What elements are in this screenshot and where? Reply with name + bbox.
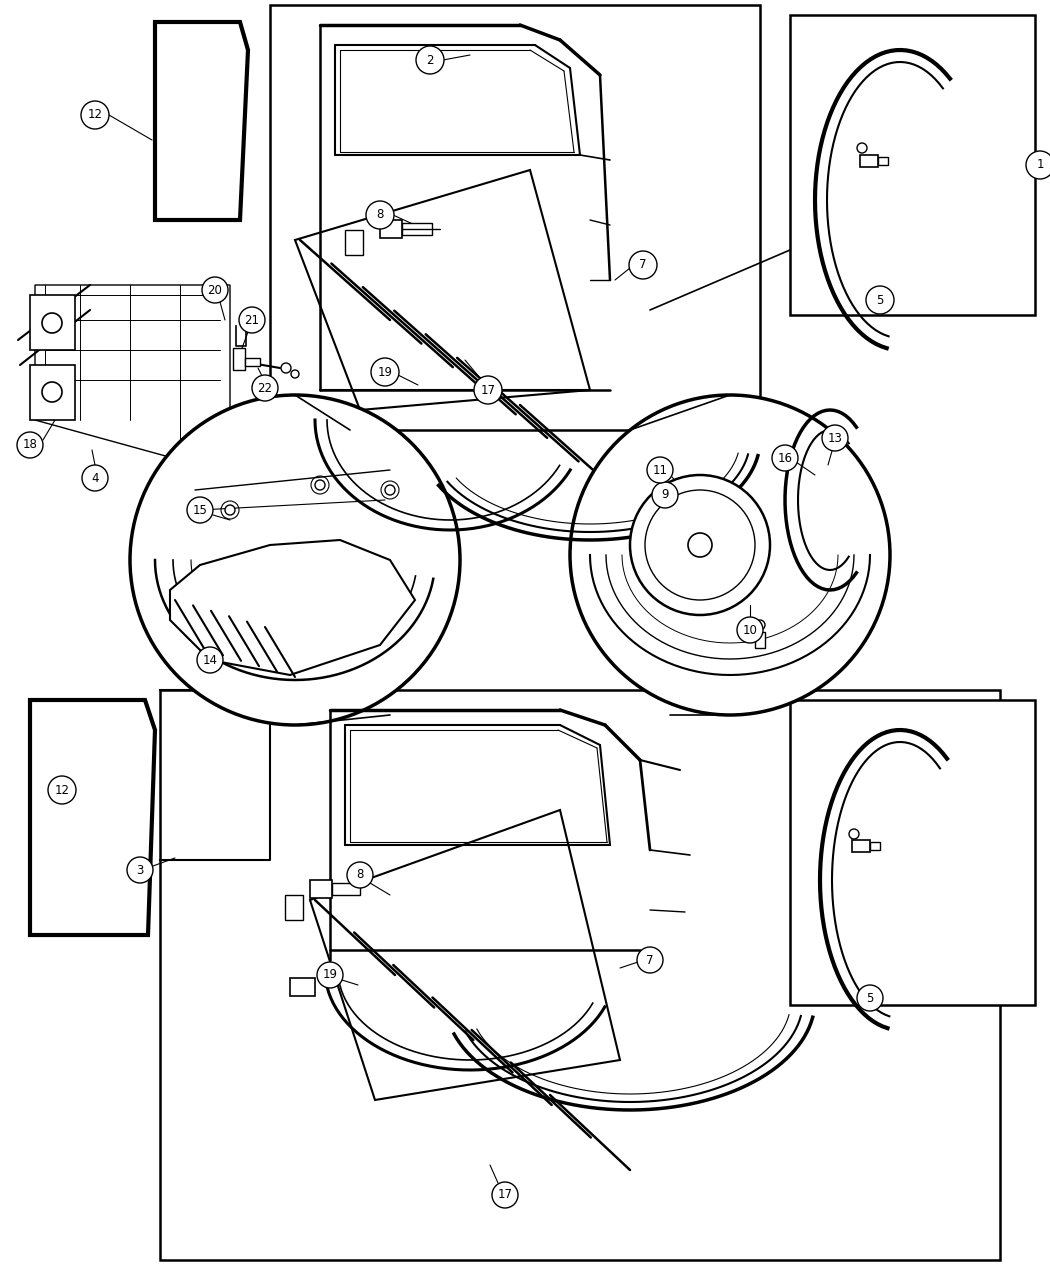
Circle shape: [81, 101, 109, 129]
Polygon shape: [310, 810, 620, 1099]
Text: 20: 20: [208, 283, 223, 296]
Text: 21: 21: [245, 313, 259, 327]
Text: 5: 5: [866, 991, 874, 1005]
Polygon shape: [155, 22, 248, 220]
Text: 3: 3: [136, 863, 144, 876]
Circle shape: [42, 313, 62, 333]
Circle shape: [688, 533, 712, 557]
Bar: [860, 155, 878, 167]
Circle shape: [637, 948, 663, 973]
Circle shape: [857, 985, 883, 1011]
Bar: [878, 157, 888, 165]
Text: 19: 19: [322, 968, 337, 982]
Text: 18: 18: [22, 438, 38, 452]
Circle shape: [197, 647, 223, 673]
Circle shape: [755, 621, 765, 630]
Text: 15: 15: [192, 503, 208, 516]
Text: 2: 2: [426, 54, 434, 66]
Bar: [380, 220, 402, 238]
Circle shape: [225, 504, 235, 515]
Circle shape: [252, 375, 278, 401]
Text: 1: 1: [1036, 158, 1044, 171]
Circle shape: [849, 829, 859, 839]
Bar: [270, 5, 760, 430]
Circle shape: [866, 286, 894, 314]
Text: 5: 5: [877, 294, 884, 306]
Circle shape: [647, 457, 673, 483]
Circle shape: [130, 395, 460, 725]
Circle shape: [317, 962, 343, 988]
Bar: [285, 895, 303, 919]
Polygon shape: [170, 540, 415, 676]
Circle shape: [822, 425, 848, 451]
Text: 12: 12: [87, 109, 103, 121]
Circle shape: [187, 497, 213, 524]
Circle shape: [630, 475, 770, 616]
Circle shape: [281, 363, 291, 373]
Circle shape: [48, 776, 76, 805]
Text: 8: 8: [376, 208, 383, 221]
Text: 17: 17: [481, 383, 496, 396]
Polygon shape: [295, 170, 590, 410]
Bar: [345, 230, 363, 255]
Circle shape: [570, 395, 890, 715]
Circle shape: [1026, 151, 1050, 179]
Circle shape: [772, 444, 798, 471]
Polygon shape: [35, 285, 230, 460]
Bar: [30, 295, 75, 350]
Circle shape: [127, 857, 153, 882]
Circle shape: [42, 382, 62, 402]
Circle shape: [629, 252, 657, 278]
Circle shape: [371, 358, 399, 386]
Bar: [332, 882, 360, 895]
Text: 14: 14: [203, 654, 217, 667]
Circle shape: [857, 143, 867, 153]
Circle shape: [82, 465, 108, 490]
Bar: [402, 223, 432, 235]
Bar: [310, 880, 332, 898]
Circle shape: [291, 370, 299, 378]
Circle shape: [239, 306, 265, 333]
Text: 9: 9: [662, 489, 669, 502]
Bar: [290, 978, 315, 996]
Text: 7: 7: [639, 258, 647, 272]
Bar: [790, 700, 1035, 1005]
Circle shape: [492, 1183, 518, 1208]
Circle shape: [737, 617, 763, 644]
Circle shape: [315, 480, 326, 490]
Bar: [790, 15, 1035, 315]
Circle shape: [346, 862, 373, 888]
Circle shape: [385, 485, 395, 495]
Bar: [852, 840, 870, 852]
Text: 10: 10: [742, 623, 757, 636]
Circle shape: [652, 481, 678, 508]
Polygon shape: [30, 700, 155, 935]
Circle shape: [645, 490, 755, 600]
Text: 22: 22: [257, 382, 273, 395]
Circle shape: [416, 46, 444, 74]
Text: 13: 13: [827, 432, 842, 444]
Circle shape: [17, 432, 43, 458]
Text: 16: 16: [777, 452, 793, 465]
Bar: [233, 349, 245, 370]
Bar: [160, 690, 1000, 1260]
Bar: [755, 632, 765, 647]
Bar: [870, 842, 880, 850]
Circle shape: [366, 200, 394, 229]
Text: 8: 8: [356, 868, 363, 881]
Text: 7: 7: [646, 954, 654, 967]
Bar: [245, 358, 260, 366]
Text: 19: 19: [378, 365, 393, 378]
Circle shape: [474, 375, 502, 404]
Text: 17: 17: [498, 1189, 512, 1202]
Circle shape: [202, 277, 228, 303]
Text: 11: 11: [652, 464, 668, 476]
Text: 4: 4: [91, 471, 99, 484]
Bar: [30, 365, 75, 420]
Text: 12: 12: [55, 784, 69, 797]
